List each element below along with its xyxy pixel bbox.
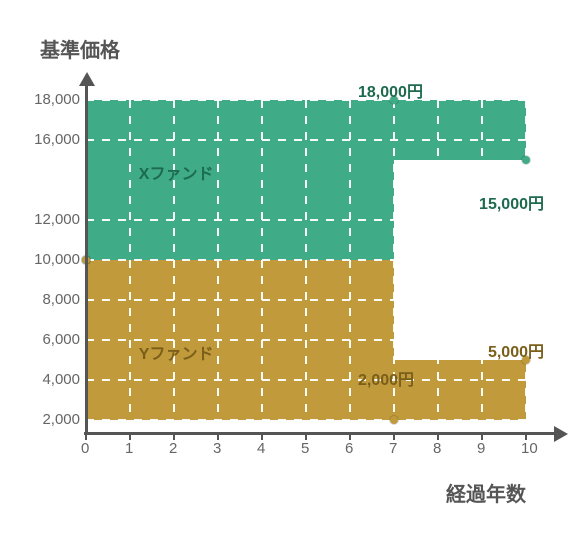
x-tick-label: 4 [257,440,265,457]
series-label-Xファンド: Xファンド [139,160,214,184]
x-tick-label: 6 [345,440,353,457]
marker [522,156,530,164]
x-tick-label: 7 [389,440,397,457]
marker [390,416,398,424]
y-tick-label: 8,000 [42,291,80,308]
y-axis-arrow [79,72,95,86]
callout: 2,000円 [358,366,414,390]
region-Xファンド [394,100,526,160]
grid-v [305,100,307,420]
x-tick-label: 10 [521,440,538,457]
x-tick-label: 5 [301,440,309,457]
x-tick-label: 9 [477,440,485,457]
grid-v [481,100,483,420]
grid-v [173,100,175,420]
series-label-Yファンド: Yファンド [139,340,214,364]
y-axis-line [85,82,88,434]
y-tick-label: 12,000 [34,211,80,228]
callout: 18,000円 [358,78,423,102]
callout: 15,000円 [479,190,544,214]
grid-v [217,100,219,420]
x-tick-label: 3 [213,440,221,457]
x-tick-label: 0 [81,440,89,457]
grid-v [525,100,527,420]
y-tick-label: 4,000 [42,371,80,388]
y-tick-label: 6,000 [42,331,80,348]
y-tick-label: 16,000 [34,131,80,148]
x-tick-label: 1 [125,440,133,457]
grid-v [437,100,439,420]
region-Xファンド [86,100,394,260]
x-axis-line [84,432,554,435]
x-axis-title: 経過年数 [446,478,526,507]
grid-v [129,100,131,420]
y-tick-label: 18,000 [34,91,80,108]
callout: 5,000円 [488,338,544,362]
y-tick-label: 10,000 [34,251,80,268]
y-axis-title: 基準価格 [40,34,120,63]
grid-v [349,100,351,420]
fund-price-chart: 基準価格 経過年数 XファンドYファンド18,000円15,000円2,000円… [0,0,570,540]
x-axis-arrow [554,426,568,442]
grid-v [261,100,263,420]
x-tick-label: 2 [169,440,177,457]
y-tick-label: 2,000 [42,411,80,428]
x-tick-label: 8 [433,440,441,457]
